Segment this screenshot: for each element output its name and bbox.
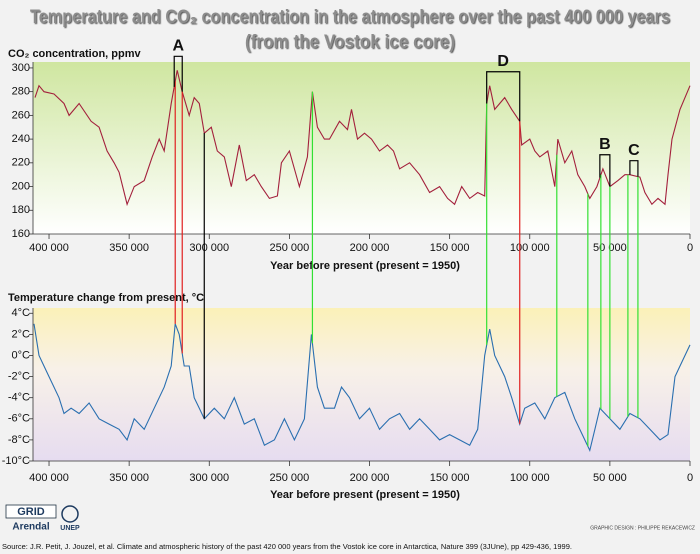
x-tick-label: 350 000 [109, 472, 149, 484]
y-tick-label: 260 [12, 109, 30, 121]
logo-text: Arendal [12, 522, 49, 533]
x-tick-label: 300 000 [189, 472, 229, 484]
x-tick-label: 200 000 [350, 242, 390, 254]
annotation-bracket [599, 154, 611, 187]
y-tick-label: -10°C [2, 455, 30, 467]
x-tick-label: 400 000 [29, 242, 69, 254]
chart-subtitle: (from the Vostok ice core) [245, 32, 455, 53]
source: Source: J.R. Petit, J. Jouzel, et al. Cl… [2, 544, 572, 551]
logo-text: GRID [17, 506, 45, 518]
annotation-label: A [172, 38, 184, 55]
x-tick-label: 100 000 [510, 472, 550, 484]
x-tick-label: 250 000 [270, 242, 310, 254]
x-tick-label: 300 000 [189, 242, 229, 254]
x-tick-label: 0 [687, 472, 693, 484]
y-tick-label: -8°C [8, 434, 30, 446]
plot-band [33, 308, 690, 461]
y-tick-label: 2°C [12, 328, 31, 340]
chart-title: Temperature and CO₂ concentration in the… [30, 7, 670, 28]
annotation-bracket [486, 71, 521, 122]
x-tick-label: 250 000 [270, 472, 310, 484]
y-tick-label: 200 [12, 180, 30, 192]
x-tick-label: 200 000 [350, 472, 390, 484]
y-tick-label: -2°C [8, 370, 30, 382]
x-tick-label: 50 000 [593, 472, 627, 484]
y-tick-label: 4°C [12, 307, 31, 319]
y-tick-label: 280 [12, 86, 30, 98]
y-tick-label: 300 [12, 62, 30, 74]
annotation-label: B [599, 136, 611, 153]
plot-band [33, 62, 690, 234]
x-tick-label: 400 000 [29, 472, 69, 484]
y-tick-label: 160 [12, 228, 30, 240]
x-tick-label: 350 000 [109, 242, 149, 254]
annotation-bracket [173, 55, 183, 92]
y-tick-label: 240 [12, 133, 30, 145]
annotation-bracket [629, 160, 639, 177]
x-tick-label: 100 000 [510, 242, 550, 254]
annotation-label: C [628, 142, 640, 159]
y-tick-label: -4°C [8, 392, 30, 404]
logo-box [5, 504, 57, 519]
y-axis-title: Temperature change from present, °C [8, 292, 204, 304]
y-tick-label: 220 [12, 157, 30, 169]
credits: GRAPHIC DESIGN : PHILIPPE REKACEWICZ [590, 525, 695, 531]
x-axis-title: Year before present (present = 1950) [270, 489, 460, 501]
y-tick-label: 0°C [12, 349, 31, 361]
data-line [33, 323, 691, 453]
x-tick-label: 150 000 [430, 242, 470, 254]
data-line [34, 70, 691, 207]
x-tick-label: 0 [687, 242, 693, 254]
y-tick-label: -6°C [8, 413, 30, 425]
y-axis-title: CO₂ concentration, ppmv [8, 48, 142, 60]
logo-emblem [61, 505, 79, 523]
x-tick-label: 150 000 [430, 472, 470, 484]
x-axis-title: Year before present (present = 1950) [270, 260, 460, 272]
annotation-label: D [497, 53, 509, 70]
y-tick-label: 180 [12, 204, 30, 216]
logo: GRID Arendal UNEP [5, 504, 80, 533]
logo-text: UNEP [60, 525, 80, 532]
